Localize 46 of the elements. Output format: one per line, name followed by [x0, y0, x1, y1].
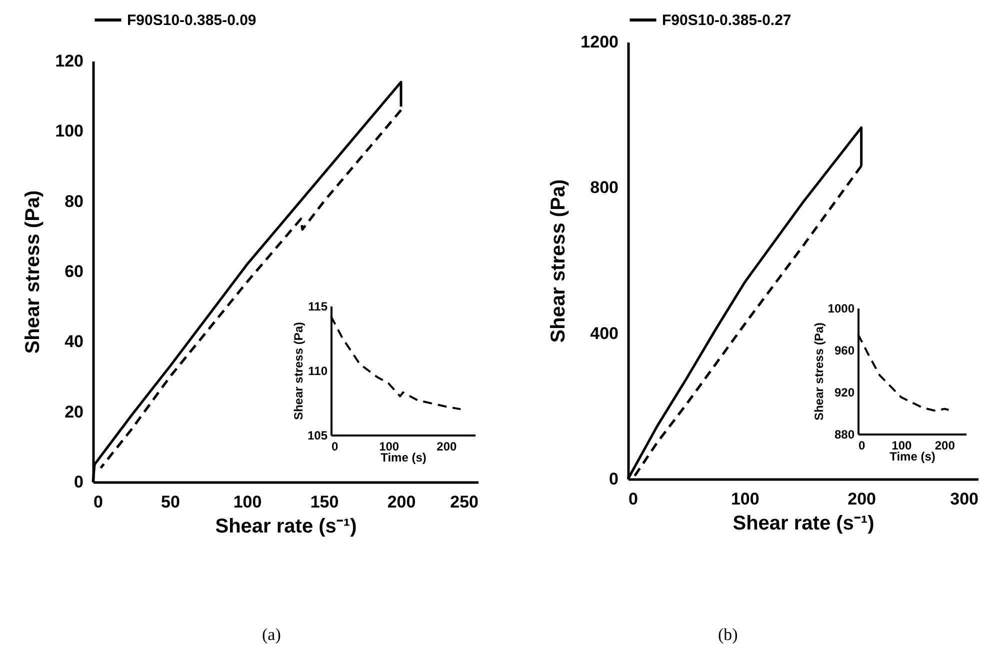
y-tick-label: 1200: [580, 32, 618, 52]
x-tick-label: 100: [233, 492, 262, 512]
y-tick-label: 0: [609, 470, 618, 488]
x-tick-label: 100: [892, 438, 912, 452]
y-tick-label: 800: [590, 178, 618, 198]
y-tick-label: 880: [834, 428, 855, 442]
x-tick-label: 200: [848, 490, 876, 508]
y-tick-label: 40: [64, 332, 84, 352]
x-axis-title: Time (s): [380, 450, 426, 464]
x-tick-label: 50: [161, 492, 180, 512]
x-tick-label: 200: [387, 492, 416, 512]
x-tick-label: 300: [950, 490, 978, 508]
legend-label: F90S10-0.385-0.27: [662, 12, 792, 29]
y-tick-label: 920: [834, 386, 855, 400]
x-tick-label: 0: [628, 490, 638, 508]
x-tick-label: 0: [94, 492, 103, 512]
y-tick-label: 100: [55, 122, 84, 141]
y-axis-title: Shear stress (Pa): [812, 322, 826, 421]
x-tick-label: 200: [934, 438, 956, 452]
y-tick-label: 400: [590, 324, 618, 343]
y-tick-label: 105: [307, 428, 328, 442]
y-tick-label: 0: [74, 472, 84, 492]
x-tick-label: 100: [730, 490, 760, 508]
x-tick-label: 250: [450, 492, 478, 512]
y-axis-title: Shear stress (Pa): [548, 179, 570, 343]
text: (b): [718, 625, 738, 645]
text: (a): [262, 625, 281, 645]
x-tick-label: 200: [436, 440, 458, 454]
y-tick-label: 115: [308, 300, 328, 314]
legend-label: F90S10-0.385-0.09: [127, 12, 256, 29]
y-axis-title: Shear stress (Pa): [22, 190, 44, 354]
x-tick-label: 0: [858, 438, 866, 452]
y-tick-label: 1000: [828, 302, 855, 316]
y-tick-label: 80: [64, 192, 84, 211]
x-tick-label: 0: [332, 440, 338, 454]
y-tick-label: 110: [308, 364, 328, 378]
x-tick-label: 150: [310, 492, 339, 512]
x-axis-title: Shear rate (s⁻¹): [732, 512, 874, 534]
x-axis-title: Time (s): [890, 450, 936, 464]
x-tick-label: 100: [379, 440, 400, 454]
y-tick-label: 120: [55, 52, 84, 70]
y-axis-title: Shear stress (Pa): [291, 322, 306, 420]
y-tick-label: 20: [64, 402, 84, 422]
x-axis-title: Shear rate (s⁻¹): [215, 516, 357, 538]
y-tick-label: 960: [834, 344, 855, 358]
y-tick-label: 60: [64, 262, 84, 281]
